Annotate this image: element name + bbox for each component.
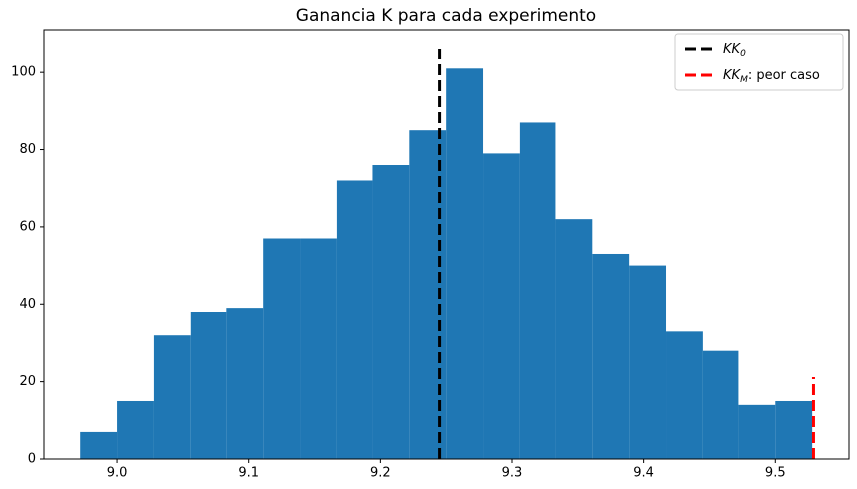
y-tick-label: 60 xyxy=(19,219,36,234)
bar xyxy=(555,219,593,459)
y-tick-label: 20 xyxy=(19,374,36,389)
bar xyxy=(153,335,191,459)
bar xyxy=(666,331,703,459)
plot-frame xyxy=(43,29,850,460)
legend-label: KK0 xyxy=(723,42,746,59)
bar xyxy=(117,400,154,459)
bar xyxy=(775,400,813,459)
bar xyxy=(446,68,484,459)
x-tick-label: 9.0 xyxy=(107,466,128,481)
x-tick-label: 9.3 xyxy=(502,466,523,481)
legend-name: KK xyxy=(723,68,742,83)
legend-box xyxy=(674,33,844,91)
legend-label: KKM: peor caso xyxy=(723,68,820,85)
chart-title: Ganancia K para cada experimento xyxy=(296,6,596,26)
bar xyxy=(629,265,667,459)
bar xyxy=(483,153,520,459)
bar xyxy=(336,180,373,459)
y-tick-label: 0 xyxy=(28,452,36,467)
bar xyxy=(738,404,776,459)
y-tick-label: 100 xyxy=(11,65,36,80)
bar xyxy=(190,312,227,459)
bar xyxy=(592,253,630,459)
bar xyxy=(263,238,301,459)
bar xyxy=(372,165,410,459)
legend-name: KK xyxy=(723,42,742,57)
y-tick-label: 40 xyxy=(19,297,36,312)
legend-suffix: : peor caso xyxy=(748,68,820,83)
bar xyxy=(80,431,118,459)
legend-subscript: M xyxy=(740,75,748,85)
x-tick-label: 9.1 xyxy=(238,466,259,481)
legend-subscript: 0 xyxy=(740,49,746,59)
x-tick-label: 9.2 xyxy=(370,466,391,481)
y-tick-label: 80 xyxy=(19,142,36,157)
bar xyxy=(300,238,337,459)
x-tick-label: 9.5 xyxy=(765,466,786,481)
bar xyxy=(519,122,556,460)
bar xyxy=(226,308,264,459)
x-tick-label: 9.4 xyxy=(633,466,654,481)
bar xyxy=(702,350,739,459)
